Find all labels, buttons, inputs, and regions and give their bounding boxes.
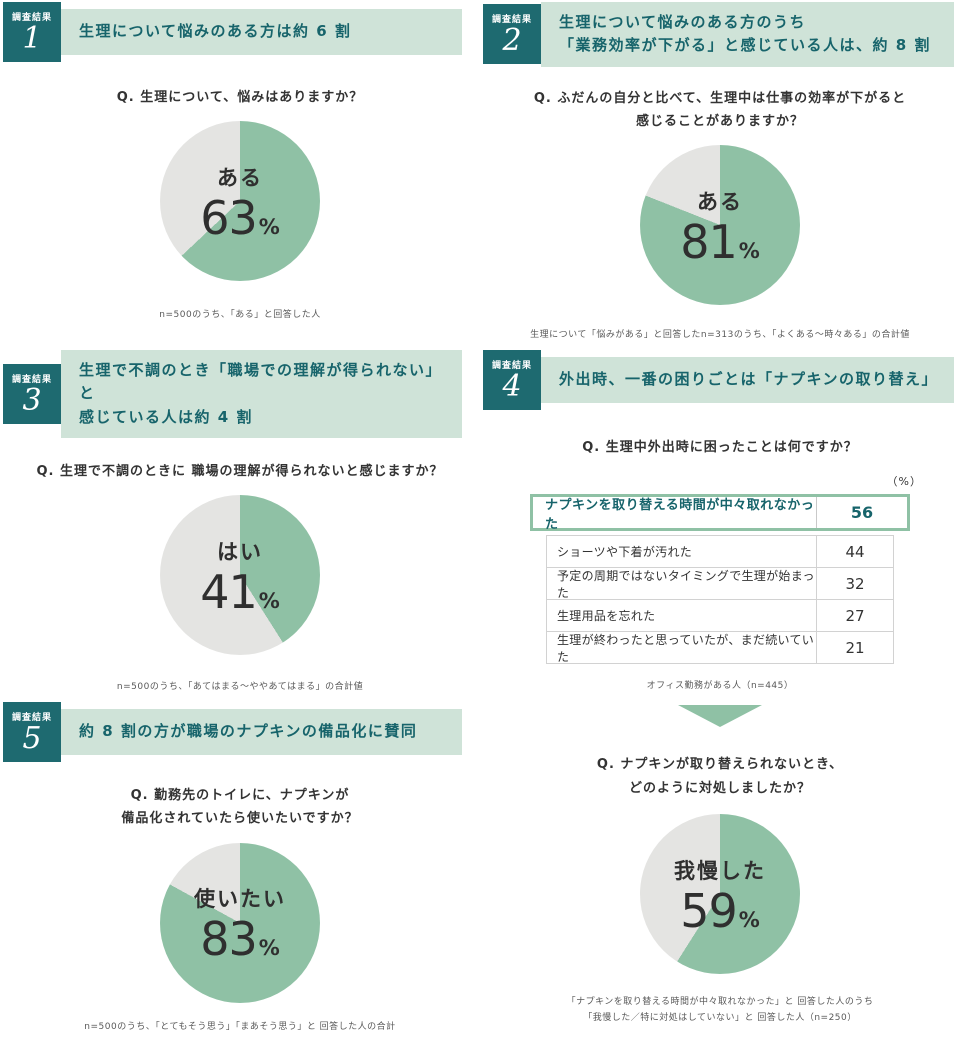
pie-wrap-4: 我慢した 59 % [480, 814, 960, 975]
table-body: ショーツや下着が汚れた 44 予定の周期ではないタイミングで生理が始まった 32… [546, 535, 894, 665]
pie-2-label: ある [697, 189, 743, 214]
table-row-label: 予定の周期ではないタイミングで生理が始まった [557, 568, 815, 600]
pie-3-label: はい [217, 539, 263, 564]
pie-1-unit: % [258, 214, 280, 239]
badge-label: 調査結果 [11, 13, 52, 23]
result-badge-3: 調査結果 3 [3, 363, 61, 424]
panel-2: 調査結果 2 生理について悩みのある方のうち 「業務効率が下がる」と感じている人… [480, 0, 960, 343]
pie-wrap-5: 使いたい 83 % [0, 842, 480, 1003]
pie-chart-1: ある 63 % [160, 121, 320, 282]
pie-5-number: 83 [200, 912, 258, 967]
table-row-label: 生理が終わったと思っていたが、まだ続いていた [557, 632, 815, 664]
table-row-value: 21 [816, 632, 893, 664]
pie-4-number: 59 [680, 883, 738, 938]
panel-1: 調査結果 1 生理について悩みのある方は約 6 割 Q. 生理について、悩みはあ… [0, 0, 480, 324]
pie-1-number: 63 [200, 190, 258, 245]
pie-5-label: 使いたい [194, 887, 286, 912]
pie-3-value: 41 % [200, 569, 280, 615]
badge-label: 調査結果 [11, 374, 52, 385]
pie-chart-4: 我慢した 59 % [640, 814, 800, 975]
panel-3-question: Q. 生理で不調のときに 職場の理解が得られないと感じますか？ [36, 463, 444, 479]
table-row-label: 生理用品を忘れた [557, 609, 656, 624]
table-unit-label: （%） [886, 475, 922, 489]
panel-2-title: 生理について悩みのある方のうち 「業務効率が下がる」と感じている人は、約 8 割 [541, 2, 954, 67]
pie-4-label: 我慢した [674, 858, 766, 883]
pie-3-unit: % [258, 588, 280, 613]
panel-3-title: 生理で不調のとき「職場での理解が得られない」と 感じている人は約 4 割 [61, 350, 462, 438]
badge-number: 5 [22, 721, 42, 756]
badge-number: 2 [502, 23, 522, 59]
panel-3-footnote: n=500のうち、「あてはまる〜ややあてはまる」の合計値 [116, 682, 364, 693]
panel-2-header: 調査結果 2 生理について悩みのある方のうち 「業務効率が下がる」と感じている人… [480, 0, 960, 67]
table-row: 生理が終わったと思っていたが、まだ続いていた 21 [547, 632, 893, 664]
pie-3-text: はい 41 % [160, 495, 320, 655]
badge-label: 調査結果 [491, 361, 532, 371]
panel-5-title: 約 8 割の方が職場のナプキンの備品化に賛同 [61, 709, 462, 755]
table-row-value: 32 [816, 568, 893, 600]
table-row-label: ナプキンを取り替える時間が中々取れなかった [545, 497, 815, 532]
pie-5-text: 使いたい 83 % [160, 843, 320, 1003]
table-row-value: 56 [816, 497, 907, 529]
result-badge-5: 調査結果 5 [3, 702, 61, 762]
panel-4: 調査結果 4 外出時、一番の困りごとは「ナプキンの取り替え」 Q. 生理中外出時… [480, 348, 960, 1027]
pie-wrap-1: ある 63 % [0, 121, 480, 282]
panel-1-footnote: n=500のうち、「ある」と回答した人 [159, 310, 321, 321]
panel-1-question: Q. 生理について、悩みはありますか？ [116, 90, 364, 105]
pie-2-number: 81 [680, 214, 738, 269]
pie-5-unit: % [258, 936, 280, 961]
badge-label: 調査結果 [491, 15, 532, 26]
pie-3-number: 41 [200, 564, 258, 619]
table-row-value: 27 [816, 600, 893, 632]
panel-5-question: Q. 勤務先のトイレに、ナプキンが 備品化されていたら使いたいですか？ [121, 788, 359, 827]
panel-3: 調査結果 3 生理で不調のとき「職場での理解が得られない」と 感じている人は約 … [0, 348, 480, 695]
panel-4-header: 調査結果 4 外出時、一番の困りごとは「ナプキンの取り替え」 [480, 348, 960, 410]
pie-wrap-3: はい 41 % [0, 495, 480, 656]
badge-number: 1 [22, 21, 42, 56]
pie-1-text: ある 63 % [160, 121, 320, 281]
panel-4-question-2: Q. ナプキンが取り替えられないとき、 どのように対処しましたか？ [596, 757, 844, 796]
result-badge-1: 調査結果 1 [3, 2, 61, 62]
result-badge-4: 調査結果 4 [483, 350, 541, 410]
badge-label: 調査結果 [11, 713, 52, 723]
table-row-label: ショーツや下着が汚れた [557, 545, 693, 560]
pie-chart-5: 使いたい 83 % [160, 842, 320, 1003]
pie-4-text: 我慢した 59 % [640, 814, 800, 974]
table-row: 予定の周期ではないタイミングで生理が始まった 32 [547, 568, 893, 601]
panel-5-footnote: n=500のうち、「とてもそう思う」「まあそう思う」と 回答した人の合計 [84, 1021, 396, 1032]
table-row: ショーツや下着が汚れた 44 [547, 536, 893, 569]
badge-number: 3 [22, 382, 42, 418]
panel-4-question: Q. 生理中外出時に困ったことは何ですか？ [582, 440, 858, 455]
panel-2-question: Q. ふだんの自分と比べて、生理中は仕事の効率が下がると 感じることがありますか… [533, 90, 907, 129]
panel-1-title: 生理について悩みのある方は約 6 割 [61, 9, 462, 55]
pie-1-label: ある [217, 165, 263, 190]
pie-chart-2: ある 81 % [640, 145, 800, 306]
panel-1-header: 調査結果 1 生理について悩みのある方は約 6 割 [0, 0, 480, 62]
result-badge-2: 調査結果 2 [483, 4, 541, 65]
panel-4-footnote-2: 「ナプキンを取り替える時間が中々取れなかった」と 回答した人のうち 「我慢した／… [566, 997, 874, 1024]
table-row: 生理用品を忘れた 27 [547, 600, 893, 633]
panel-3-header: 調査結果 3 生理で不調のとき「職場での理解が得られない」と 感じている人は約 … [0, 348, 480, 438]
pie-2-unit: % [738, 238, 760, 263]
badge-number: 4 [502, 369, 522, 404]
pie-2-value: 81 % [680, 219, 760, 265]
panel-4-title: 外出時、一番の困りごとは「ナプキンの取り替え」 [541, 357, 954, 403]
panel-5-header: 調査結果 5 約 8 割の方が職場のナプキンの備品化に賛同 [0, 700, 480, 762]
pie-4-value: 59 % [680, 888, 760, 934]
pie-5-value: 83 % [200, 916, 280, 962]
pie-4-unit: % [738, 907, 760, 932]
down-arrow-icon [678, 705, 762, 728]
pie-wrap-2: ある 81 % [480, 145, 960, 306]
table-row-highlighted: ナプキンを取り替える時間が中々取れなかった 56 [530, 494, 910, 532]
pie-2-text: ある 81 % [640, 145, 800, 305]
panel-5: 調査結果 5 約 8 割の方が職場のナプキンの備品化に賛同 Q. 勤務先のトイレ… [0, 700, 480, 1035]
pie-chart-3: はい 41 % [160, 495, 320, 656]
table-row-value: 44 [816, 536, 893, 568]
panel-2-footnote: 生理について「悩みがある」と回答したn=313のうち、「よくある〜時々ある」の合… [530, 330, 910, 341]
panel-4-footnote: オフィス勤務がある人（n=445） [646, 681, 794, 692]
pie-1-value: 63 % [200, 195, 280, 241]
